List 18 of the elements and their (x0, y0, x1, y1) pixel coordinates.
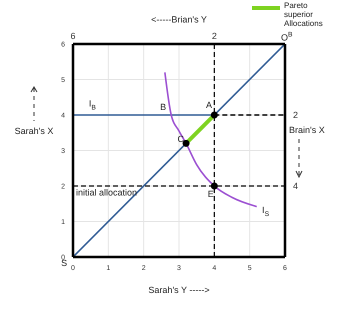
ref-line-label: initial allocation (76, 187, 138, 198)
y2-tick-label: 2 (293, 110, 298, 120)
text: O$^{B}$ (281, 32, 294, 44)
annotation: E (208, 189, 214, 200)
annotation: I$_{S}$ (262, 205, 270, 218)
x2-tick-label: 2 (212, 31, 217, 41)
y2-tick-label: 4 (293, 181, 298, 192)
annotation: C (178, 134, 185, 144)
x-axis-title: Sarah's Y -----> (148, 285, 210, 295)
annotation: B (160, 102, 166, 112)
y2-axis-title: Brain's X (289, 125, 325, 135)
y-axis-title: Sarah's X (14, 126, 54, 136)
annotation: A (206, 100, 212, 110)
annotation: I$_{B}$ (88, 98, 96, 112)
x2-tick-label: 6 (70, 31, 76, 41)
legend-label: Pareto superior Allocations (284, 1, 324, 28)
x2-axis-title: <-----Brian's Y (151, 14, 207, 24)
text: S (61, 258, 68, 268)
